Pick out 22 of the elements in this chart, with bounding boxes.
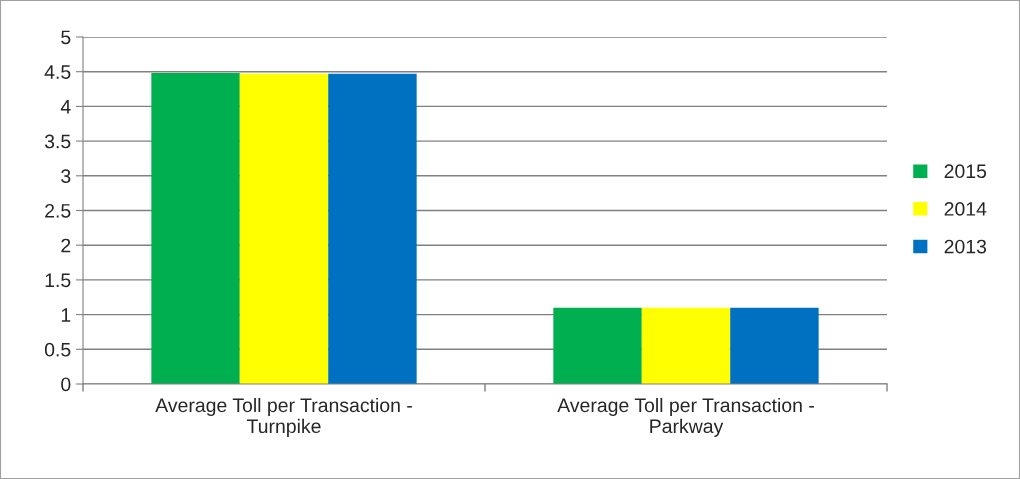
y-tick-label: 4.5 <box>44 65 71 79</box>
bar <box>239 73 329 384</box>
y-tick-label: 5 <box>61 30 71 45</box>
y-tick-label: 4 <box>60 100 71 114</box>
x-tick-label: Average Toll per Transaction - Turnpike <box>155 397 412 437</box>
legend-label: 2013 <box>944 239 987 254</box>
legend-label: 2014 <box>944 202 987 216</box>
legend-label: 2015 <box>944 164 987 179</box>
y-tick-label: 3 <box>61 169 71 184</box>
x-tick-label: Average Toll per Transaction - Parkway <box>557 397 814 437</box>
y-tick-label: 2 <box>61 238 71 253</box>
bar <box>151 73 240 384</box>
y-tick-label: 2.5 <box>45 203 71 218</box>
y-tick-label: 0.5 <box>44 342 71 357</box>
bar <box>730 307 819 384</box>
bar <box>641 307 731 384</box>
y-tick-label: 1.5 <box>45 273 71 288</box>
y-tick-label: 0 <box>61 377 71 392</box>
y-tick-label: 1 <box>61 308 71 322</box>
bar <box>553 307 642 384</box>
y-tick-label: 3.5 <box>44 134 71 149</box>
bar <box>328 73 417 384</box>
